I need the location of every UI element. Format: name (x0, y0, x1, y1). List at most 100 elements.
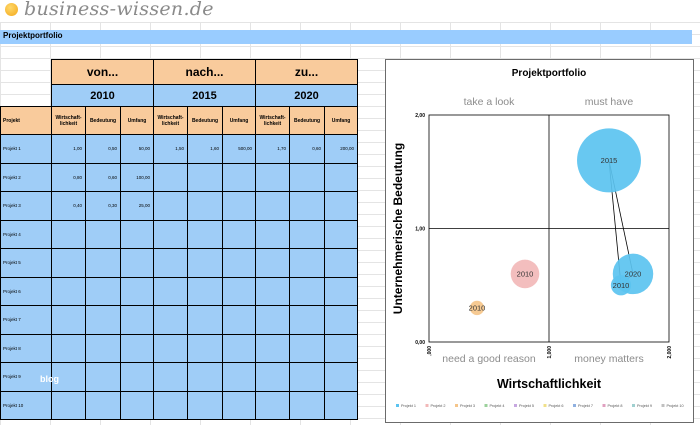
value-cell[interactable] (255, 305, 291, 335)
value-cell[interactable] (51, 305, 86, 335)
sheet-title-bar[interactable]: Projektportfolio (0, 30, 692, 44)
value-cell[interactable] (85, 362, 121, 392)
value-cell[interactable] (120, 333, 154, 363)
value-cell[interactable]: 0,40 (51, 191, 86, 221)
value-cell[interactable] (289, 191, 326, 221)
value-cell[interactable] (289, 333, 326, 363)
project-name-cell[interactable]: Projekt 3 (0, 191, 52, 221)
value-cell[interactable]: 50,00 (120, 134, 154, 164)
value-cell[interactable]: 1,70 (255, 134, 291, 164)
value-cell[interactable] (289, 276, 326, 306)
value-cell[interactable] (289, 305, 326, 335)
value-cell[interactable] (187, 162, 223, 192)
column-header[interactable]: Bedeutung (85, 106, 121, 135)
value-cell[interactable] (85, 276, 121, 306)
value-cell[interactable]: 0,30 (85, 191, 121, 221)
value-cell[interactable] (324, 390, 359, 420)
value-cell[interactable] (324, 333, 359, 363)
value-cell[interactable] (221, 219, 257, 249)
value-cell[interactable] (324, 305, 359, 335)
value-cell[interactable] (85, 305, 121, 335)
value-cell[interactable]: 25,00 (120, 191, 154, 221)
year-label[interactable]: 2015 (152, 84, 257, 107)
value-cell[interactable] (51, 333, 86, 363)
project-name-cell[interactable]: Projekt 4 (0, 219, 52, 249)
column-header[interactable]: Bedeutung (289, 106, 326, 135)
value-cell[interactable] (153, 248, 188, 278)
value-cell[interactable]: 0,80 (51, 162, 86, 192)
value-cell[interactable] (324, 162, 359, 192)
value-cell[interactable]: 0,50 (85, 134, 121, 164)
project-name-cell[interactable]: Projekt 8 (0, 333, 52, 363)
project-name-cell[interactable]: Projekt 1 (0, 134, 52, 164)
value-cell[interactable]: 0,60 (85, 162, 121, 192)
value-cell[interactable] (221, 305, 257, 335)
value-cell[interactable] (153, 390, 188, 420)
value-cell[interactable] (289, 219, 326, 249)
project-name-cell[interactable]: Projekt 9 (0, 362, 52, 392)
value-cell[interactable] (120, 248, 154, 278)
project-name-cell[interactable]: Projekt 6 (0, 276, 52, 306)
value-cell[interactable] (85, 219, 121, 249)
value-cell[interactable] (221, 390, 257, 420)
value-cell[interactable] (51, 248, 86, 278)
value-cell[interactable] (187, 219, 223, 249)
column-header[interactable]: Wirtschaft-lichkeit (255, 106, 291, 135)
year-label[interactable]: 2010 (51, 84, 154, 107)
column-header[interactable]: Umfang (221, 106, 257, 135)
value-cell[interactable] (255, 276, 291, 306)
value-cell[interactable] (187, 248, 223, 278)
value-cell[interactable] (221, 191, 257, 221)
value-cell[interactable] (255, 191, 291, 221)
value-cell[interactable] (324, 248, 359, 278)
value-cell[interactable] (324, 362, 359, 392)
value-cell[interactable] (187, 276, 223, 306)
value-cell[interactable] (221, 162, 257, 192)
value-cell[interactable] (85, 248, 121, 278)
column-header[interactable]: Wirtschaft-lichkeit (51, 106, 86, 135)
value-cell[interactable] (153, 162, 188, 192)
value-cell[interactable] (289, 362, 326, 392)
project-name-cell[interactable]: Projekt 5 (0, 248, 52, 278)
value-cell[interactable]: 1,50 (153, 134, 188, 164)
value-cell[interactable] (187, 362, 223, 392)
value-cell[interactable] (289, 390, 326, 420)
value-cell[interactable] (187, 305, 223, 335)
value-cell[interactable] (255, 248, 291, 278)
value-cell[interactable] (120, 276, 154, 306)
value-cell[interactable] (120, 390, 154, 420)
value-cell[interactable] (255, 162, 291, 192)
value-cell[interactable] (153, 219, 188, 249)
value-cell[interactable] (51, 219, 86, 249)
column-header[interactable]: Umfang (120, 106, 154, 135)
value-cell[interactable] (120, 305, 154, 335)
value-cell[interactable] (187, 390, 223, 420)
value-cell[interactable] (153, 191, 188, 221)
value-cell[interactable] (255, 333, 291, 363)
value-cell[interactable] (85, 390, 121, 420)
value-cell[interactable] (255, 219, 291, 249)
value-cell[interactable] (153, 362, 188, 392)
value-cell[interactable] (289, 248, 326, 278)
value-cell[interactable] (255, 390, 291, 420)
value-cell[interactable] (51, 390, 86, 420)
value-cell[interactable] (51, 276, 86, 306)
year-label[interactable]: 2020 (255, 84, 359, 107)
value-cell[interactable] (221, 248, 257, 278)
period-label[interactable]: nach... (152, 59, 257, 85)
portfolio-chart[interactable]: Projektportfolio take a look must have need… (385, 59, 694, 423)
value-cell[interactable] (120, 362, 154, 392)
value-cell[interactable] (153, 333, 188, 363)
value-cell[interactable]: 1,60 (187, 134, 223, 164)
value-cell[interactable] (221, 362, 257, 392)
value-cell[interactable] (255, 362, 291, 392)
period-label[interactable]: von... (51, 59, 154, 85)
project-name-cell[interactable]: Projekt 2 (0, 162, 52, 192)
column-header[interactable]: Wirtschaft-lichkeit (153, 106, 188, 135)
value-cell[interactable] (153, 276, 188, 306)
value-cell[interactable] (324, 219, 359, 249)
value-cell[interactable]: 200,00 (324, 134, 359, 164)
value-cell[interactable] (289, 162, 326, 192)
value-cell[interactable] (120, 219, 154, 249)
value-cell[interactable] (187, 333, 223, 363)
